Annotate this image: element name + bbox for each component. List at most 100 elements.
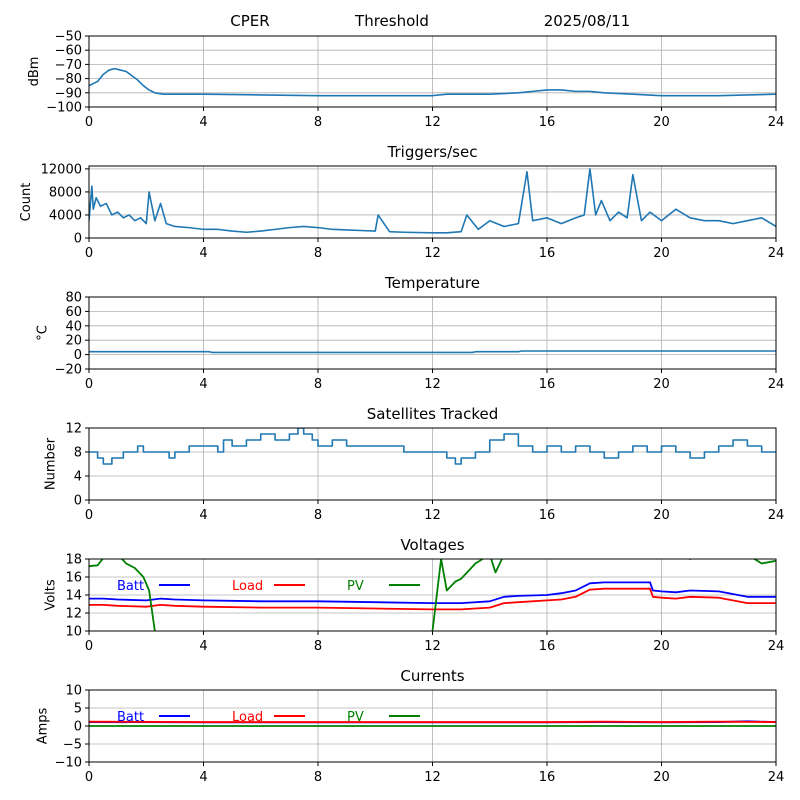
legend-label-batt: Batt xyxy=(117,579,144,594)
x-tick-label: 24 xyxy=(768,508,785,523)
x-tick-label: 16 xyxy=(539,770,556,785)
legend-voltages: Batt Load PV xyxy=(117,579,420,594)
x-tick-label: 4 xyxy=(199,377,207,392)
y-tick-label: 12000 xyxy=(41,162,82,177)
series-group-voltages xyxy=(89,559,776,631)
x-tick-label: 24 xyxy=(768,115,785,130)
x-tick-label: 4 xyxy=(199,115,207,130)
x-tick-label: 16 xyxy=(539,508,556,523)
x-tick-label: 20 xyxy=(653,508,670,523)
y-axis-label-temperature: °C xyxy=(35,325,50,341)
x-tick-label: 8 xyxy=(314,377,322,392)
grid-satellites xyxy=(88,427,777,501)
legend-label-load: Load xyxy=(232,710,263,725)
legend-currents: Batt Load PV xyxy=(117,710,420,725)
series-line-triggers xyxy=(89,168,776,234)
x-tick-label: 12 xyxy=(424,508,441,523)
header-site: CPER xyxy=(230,12,269,30)
x-tick-label: 24 xyxy=(768,639,785,654)
chart-rssi: 0 4 8 12 16 20 24 −100−90−80−70−60−50 dBm xyxy=(27,30,784,131)
x-tick-label: 0 xyxy=(85,770,93,785)
x-tick-label: 24 xyxy=(768,770,785,785)
series-line-satellites xyxy=(89,428,776,465)
x-tick-label: 16 xyxy=(539,377,556,392)
y-tick-label: 4 xyxy=(74,470,82,485)
x-tick-label: 20 xyxy=(653,246,670,261)
x-tick-label: 20 xyxy=(653,770,670,785)
y-tick-label: 0 xyxy=(74,720,82,735)
x-tick-label: 8 xyxy=(314,115,322,130)
x-tick-label: 12 xyxy=(424,115,441,130)
y-tick-label: −90 xyxy=(55,86,82,101)
x-tick-label: 4 xyxy=(199,508,207,523)
y-axis-label-currents: Amps xyxy=(35,707,50,744)
y-tick-label: 80 xyxy=(65,291,82,306)
chart-satellites: 0 4 8 12 16 20 24 0 4 8 12 Satellites Tracked Number xyxy=(44,405,785,523)
x-tick-label: 0 xyxy=(85,115,93,130)
x-tick-label: 20 xyxy=(653,377,670,392)
grid-voltages xyxy=(88,558,777,632)
grid-temperature xyxy=(88,296,777,370)
legend-label-pv: PV xyxy=(347,710,364,725)
x-tick-label: 20 xyxy=(653,115,670,130)
legend-label-load: Load xyxy=(232,579,263,594)
series-group-satellites xyxy=(89,428,776,465)
y-tick-label: 10 xyxy=(65,684,82,699)
y-tick-label: 14 xyxy=(65,589,82,604)
y-tick-label: −20 xyxy=(55,363,82,378)
x-tick-label: 4 xyxy=(199,246,207,261)
y-tick-label: 40 xyxy=(65,319,82,334)
y-axis-label-rssi: dBm xyxy=(27,57,42,87)
series-group-triggers xyxy=(89,168,776,234)
series-group-rssi xyxy=(89,67,776,97)
y-axis-label-satellites: Number xyxy=(44,437,59,490)
series-group-currents xyxy=(89,720,776,727)
header-date: 2025/08/11 xyxy=(544,12,630,30)
series-line-voltages-load xyxy=(89,587,776,611)
y-tick-label: 18 xyxy=(65,553,82,568)
series-line-voltages-pv xyxy=(89,559,776,631)
chart-title-currents: Currents xyxy=(400,667,464,685)
chart-title-satellites: Satellites Tracked xyxy=(367,405,498,423)
y-axis-label-triggers: Count xyxy=(19,183,34,222)
chart-title-voltages: Voltages xyxy=(400,536,464,554)
y-tick-label: 12 xyxy=(65,607,82,622)
y-tick-label: 16 xyxy=(65,571,82,586)
y-tick-label: −60 xyxy=(55,44,82,59)
x-tick-label: 0 xyxy=(85,508,93,523)
y-tick-label: 0 xyxy=(74,348,82,363)
x-tick-label: 8 xyxy=(314,246,322,261)
x-tick-label: 16 xyxy=(539,246,556,261)
x-tick-label: 24 xyxy=(768,377,785,392)
y-tick-label: −50 xyxy=(55,30,82,45)
x-tick-label: 20 xyxy=(653,639,670,654)
x-tick-label: 12 xyxy=(424,639,441,654)
x-tick-label: 0 xyxy=(85,246,93,261)
x-tick-label: 4 xyxy=(199,639,207,654)
y-tick-label: 4000 xyxy=(49,208,82,223)
chart-triggers: 0 4 8 12 16 20 24 0 4000 8000 12000 Triggers/sec Cou… xyxy=(19,143,784,261)
y-tick-label: −100 xyxy=(46,101,82,116)
chart-currents: 0 4 8 12 16 20 24 −10 −5 0 5 10 Currents Amps Batt Load… xyxy=(35,667,784,785)
series-group-temperature xyxy=(89,350,776,354)
y-tick-label: 5 xyxy=(74,702,82,717)
y-tick-label: 8000 xyxy=(49,185,82,200)
x-tick-label: 8 xyxy=(314,639,322,654)
y-tick-label: 0 xyxy=(74,232,82,247)
x-tick-label: 8 xyxy=(314,770,322,785)
y-tick-label: 8 xyxy=(74,446,82,461)
legend-label-batt: Batt xyxy=(117,710,144,725)
x-tick-label: 8 xyxy=(314,508,322,523)
y-tick-label: −10 xyxy=(55,756,82,771)
series-line-voltages-batt xyxy=(89,581,776,604)
x-tick-label: 0 xyxy=(85,377,93,392)
y-tick-label: 20 xyxy=(65,334,82,349)
x-tick-label: 24 xyxy=(768,246,785,261)
y-tick-label: 12 xyxy=(65,422,82,437)
y-tick-label: 60 xyxy=(65,305,82,320)
x-tick-label: 16 xyxy=(539,639,556,654)
series-line-temperature xyxy=(89,350,776,354)
x-tick-label: 12 xyxy=(424,246,441,261)
